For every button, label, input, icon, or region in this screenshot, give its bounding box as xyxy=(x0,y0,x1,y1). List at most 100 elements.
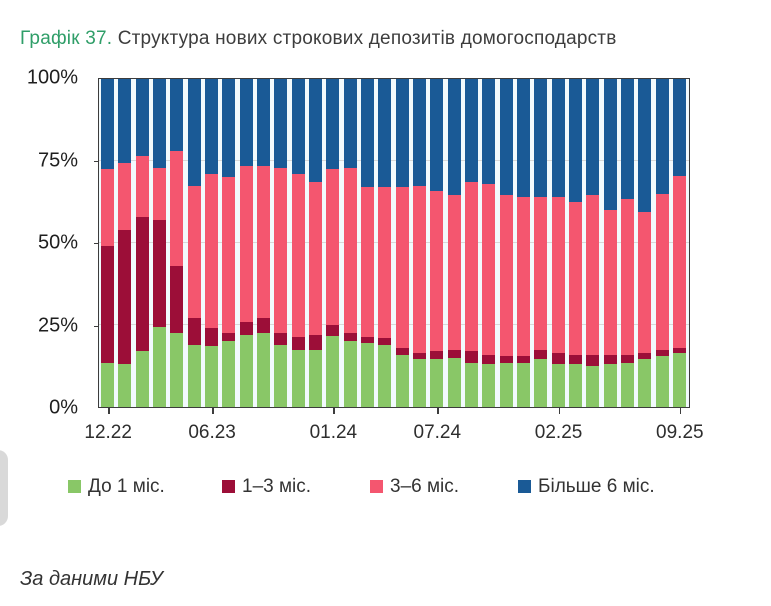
segment-1–3 міс. xyxy=(222,333,236,342)
segment-До 1 міс. xyxy=(430,359,444,407)
bar-04.24 xyxy=(378,79,392,407)
bar-04.25 xyxy=(586,79,600,407)
y-axis-tick xyxy=(94,160,98,162)
segment-До 1 міс. xyxy=(516,362,530,407)
legend-label: Більше 6 міс. xyxy=(538,476,655,497)
y-axis-label-0: 0% xyxy=(49,396,78,419)
segment-До 1 міс. xyxy=(309,349,323,407)
bar-03.23 xyxy=(153,79,167,407)
bar-08.23 xyxy=(239,79,253,407)
segment-Більше 6 міс. xyxy=(551,79,565,198)
segment-Більше 6 міс. xyxy=(447,79,461,196)
segment-1–3 міс. xyxy=(620,354,634,363)
segment-3–6 міс. xyxy=(430,190,444,352)
bar-08.24 xyxy=(447,79,461,407)
segment-Більше 6 міс. xyxy=(257,79,271,166)
segment-3–6 міс. xyxy=(153,167,167,221)
bar-11.23 xyxy=(291,79,305,407)
x-axis-label-09.25: 09.25 xyxy=(656,422,704,443)
x-axis-label-12.22: 12.22 xyxy=(84,422,132,443)
segment-3–6 міс. xyxy=(603,210,617,355)
segment-Більше 6 міс. xyxy=(222,79,236,178)
bar-04.23 xyxy=(170,79,184,407)
segment-До 1 міс. xyxy=(447,357,461,407)
chart-title-text: Структура нових строкових депозитів домо… xyxy=(112,28,617,49)
segment-До 1 міс. xyxy=(239,334,253,407)
segment-1–3 міс. xyxy=(499,356,513,363)
segment-Більше 6 міс. xyxy=(291,79,305,175)
segment-До 1 міс. xyxy=(187,344,201,407)
segment-1–3 міс. xyxy=(655,349,669,357)
legend-swatch-icon xyxy=(68,480,81,493)
segment-3–6 міс. xyxy=(447,195,461,350)
bar-01.25 xyxy=(534,79,548,407)
bar-12.23 xyxy=(309,79,323,407)
legend-label: 3–6 міс. xyxy=(390,476,460,497)
source-note: За даними НБУ xyxy=(20,568,163,590)
segment-1–3 міс. xyxy=(395,347,409,355)
segment-Більше 6 міс. xyxy=(239,79,253,166)
segment-Більше 6 міс. xyxy=(187,79,201,186)
bar-05.23 xyxy=(187,79,201,407)
legend: До 1 міс. 1–3 міс. 3–6 міс. Більше 6 міс. xyxy=(0,476,771,500)
legend-item-Більше 6 міс.: Більше 6 міс. xyxy=(518,476,655,498)
segment-1–3 міс. xyxy=(516,356,530,363)
segment-3–6 міс. xyxy=(464,182,478,352)
segment-1–3 міс. xyxy=(309,334,323,350)
segment-1–3 міс. xyxy=(101,246,115,363)
segment-До 1 міс. xyxy=(534,359,548,407)
y-axis-label-50: 50% xyxy=(37,231,78,254)
segment-Більше 6 міс. xyxy=(412,79,426,186)
bar-11.24 xyxy=(499,79,513,407)
gridline-75 xyxy=(99,160,689,161)
segment-Більше 6 міс. xyxy=(343,79,357,168)
segment-До 1 міс. xyxy=(620,362,634,407)
segment-До 1 міс. xyxy=(291,349,305,407)
segment-1–3 міс. xyxy=(378,338,392,345)
bar-07.24 xyxy=(430,79,444,407)
segment-3–6 міс. xyxy=(568,202,582,355)
plot-area xyxy=(98,78,690,408)
segment-Більше 6 міс. xyxy=(482,79,496,184)
y-axis-label-100: 100% xyxy=(26,66,78,89)
segment-1–3 міс. xyxy=(274,333,288,345)
segment-3–6 міс. xyxy=(118,162,132,230)
segment-До 1 міс. xyxy=(222,341,236,407)
x-axis-label-01.24: 01.24 xyxy=(309,422,358,443)
edge-ui-fragment xyxy=(0,450,8,526)
segment-3–6 міс. xyxy=(135,156,149,217)
segment-1–3 міс. xyxy=(170,265,184,334)
segment-1–3 міс. xyxy=(534,349,548,360)
segment-3–6 міс. xyxy=(205,174,219,329)
legend-label: 1–3 міс. xyxy=(242,476,312,497)
bar-09.23 xyxy=(257,79,271,407)
segment-Більше 6 міс. xyxy=(430,79,444,191)
segment-1–3 міс. xyxy=(153,220,167,327)
segment-Більше 6 міс. xyxy=(361,79,374,188)
segment-Більше 6 міс. xyxy=(326,79,340,170)
y-axis-label-25: 25% xyxy=(37,314,78,336)
segment-Більше 6 міс. xyxy=(638,79,652,212)
bar-02.23 xyxy=(135,79,149,407)
segment-Більше 6 міс. xyxy=(516,79,530,198)
segment-3–6 міс. xyxy=(412,185,426,353)
bar-01.24 xyxy=(326,79,340,407)
segment-1–3 міс. xyxy=(291,336,305,350)
x-axis-tick xyxy=(108,408,110,414)
segment-Більше 6 міс. xyxy=(118,79,132,163)
bar-05.24 xyxy=(395,79,409,407)
segment-Більше 6 міс. xyxy=(464,79,478,183)
segment-До 1 міс. xyxy=(135,351,149,407)
segment-Більше 6 міс. xyxy=(655,79,669,194)
segment-До 1 міс. xyxy=(412,359,426,407)
legend-item-1–3 міс.: 1–3 міс. xyxy=(222,476,311,498)
segment-Більше 6 міс. xyxy=(672,79,686,176)
legend-item-До 1 міс.: До 1 міс. xyxy=(68,476,165,498)
segment-3–6 міс. xyxy=(620,198,634,355)
segment-До 1 міс. xyxy=(170,333,184,407)
segment-До 1 міс. xyxy=(326,336,340,407)
bar-02.24 xyxy=(343,79,357,407)
segment-3–6 міс. xyxy=(534,197,548,350)
bar-10.24 xyxy=(482,79,496,407)
